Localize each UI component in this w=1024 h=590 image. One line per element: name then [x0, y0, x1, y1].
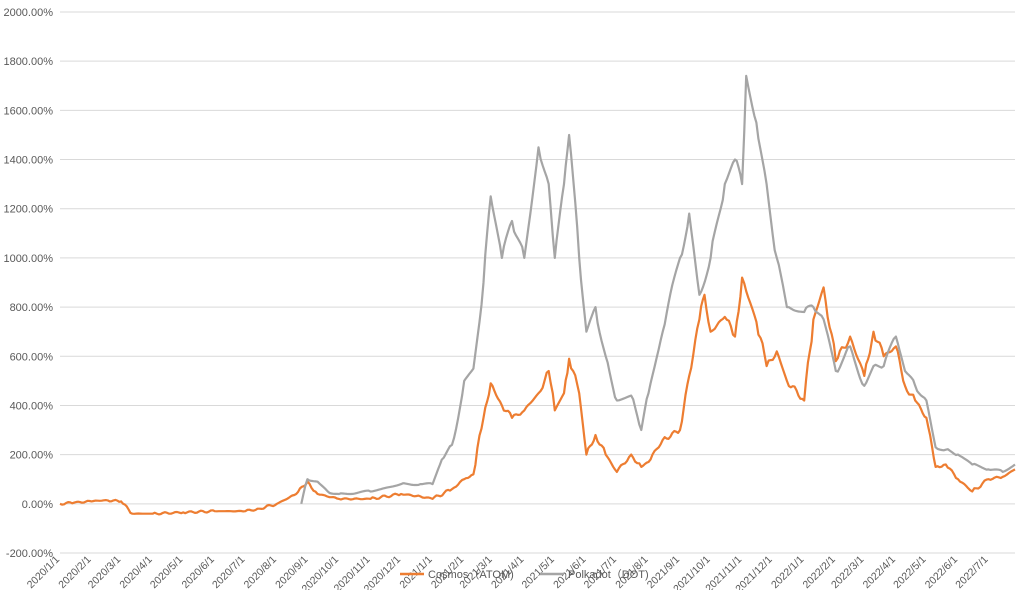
x-tick-label: 2022/7/1: [953, 554, 990, 590]
legend-label: Cosmos（ATOM): [428, 568, 514, 581]
x-tick-label: 2022/1/1: [769, 554, 806, 590]
y-tick-label: 0.00%: [22, 499, 53, 511]
y-tick-label: 1800.00%: [3, 56, 53, 68]
y-tick-label: 800.00%: [10, 302, 54, 314]
x-tick-label: 2021/5/1: [520, 554, 557, 590]
x-tick-label: 2020/8/1: [242, 554, 279, 590]
legend: Cosmos（ATOM) Polkadot（DOT): [400, 568, 649, 581]
x-tick-label: 2022/5/1: [891, 554, 928, 590]
x-tick-label: 2020/7/1: [210, 554, 247, 590]
y-tick-label: -200.00%: [6, 548, 53, 560]
x-tick-label: 2020/5/1: [148, 554, 185, 590]
series-lines: [59, 74, 1016, 516]
series-line-polkadot: [300, 74, 1016, 505]
y-tick-label: 400.00%: [10, 400, 54, 412]
x-tick-label: 2020/3/1: [86, 554, 123, 590]
y-tick-label: 1600.00%: [3, 105, 53, 117]
gridlines: [60, 11, 1015, 554]
y-tick-label: 1000.00%: [3, 253, 53, 265]
legend-label: Polkadot（DOT): [568, 568, 649, 581]
y-tick-label: 1400.00%: [3, 155, 53, 167]
y-tick-label: 600.00%: [10, 351, 54, 363]
y-tick-label: 1200.00%: [3, 204, 53, 216]
series-line-cosmos: [59, 276, 1016, 516]
y-axis-tick-labels: 2000.00% 1800.00% 1600.00% 1400.00% 1200.00%…: [3, 7, 53, 560]
y-tick-label: 200.00%: [10, 450, 54, 462]
y-tick-label: 2000.00%: [3, 7, 53, 19]
